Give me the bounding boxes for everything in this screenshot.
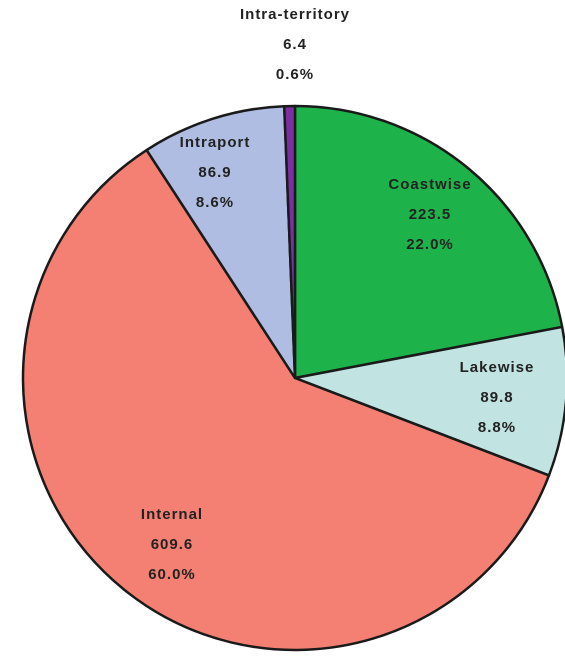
pie-slice: [21, 148, 551, 652]
slice-percent: 22.0%: [406, 236, 454, 253]
slice-value: 609.6: [151, 536, 194, 553]
slice-percent: 8.6%: [196, 194, 234, 211]
slice-label: Intraport: [180, 134, 251, 151]
slice-value: 223.5: [409, 206, 452, 223]
pie-slice: [293, 325, 565, 477]
slice-value: 89.8: [480, 389, 513, 406]
slice-label: Internal: [141, 506, 203, 523]
slice-percent: 8.8%: [478, 419, 516, 436]
slice-label: Lakewise: [460, 359, 535, 376]
pie-slice: [282, 104, 297, 380]
slice-label: Intra-territory: [240, 6, 350, 23]
slice-percent: 0.6%: [276, 66, 314, 83]
pie-slice: [293, 104, 564, 380]
pie-slice: [145, 104, 297, 380]
slice-value: 6.4: [283, 36, 307, 53]
slice-percent: 60.0%: [148, 566, 196, 583]
slice-label: Coastwise: [388, 176, 471, 193]
slice-value: 86.9: [198, 164, 231, 181]
